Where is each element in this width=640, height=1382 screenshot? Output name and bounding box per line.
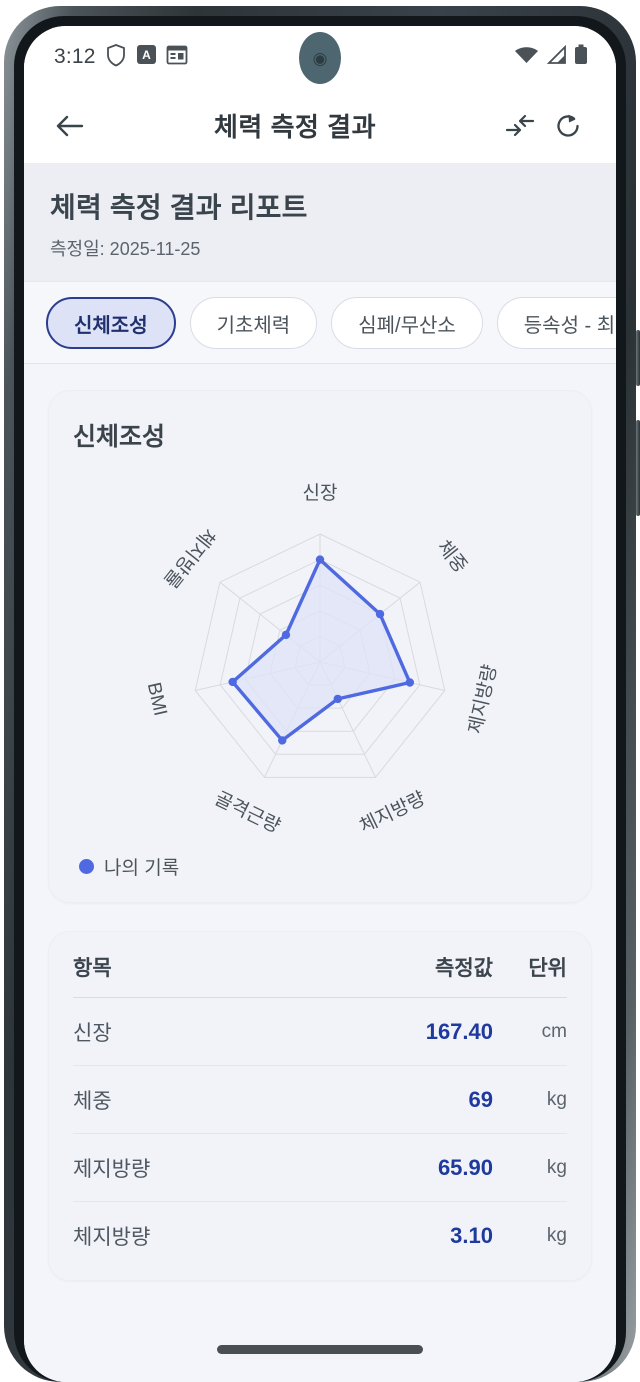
power-button[interactable] — [636, 420, 640, 516]
row-item: 체지방량 — [73, 1226, 151, 1249]
header-value: 측정값 — [435, 956, 493, 980]
wifi-icon — [514, 45, 539, 70]
battery-icon — [574, 44, 588, 70]
back-arrow-icon[interactable] — [46, 102, 94, 150]
radar-axis-label: 체지방률 — [159, 524, 220, 592]
radar-axis-label: 골격근량 — [211, 787, 284, 837]
volume-button[interactable] — [636, 330, 640, 386]
row-unit: kg — [546, 1156, 567, 1178]
legend-color-swatch — [79, 859, 94, 874]
status-bar-right — [514, 44, 588, 70]
cellular-signal-icon — [546, 44, 567, 70]
header-unit: 단위 — [528, 956, 567, 980]
tab-body-composition[interactable]: 신체조성 — [46, 297, 176, 349]
row-value: 65.90 — [437, 1154, 493, 1180]
report-title: 체력 측정 결과 리포트 — [50, 192, 308, 223]
chart-legend: 나의 기록 — [73, 853, 567, 880]
app-bar: 체력 측정 결과 — [24, 88, 616, 164]
tab-basic-fitness[interactable]: 기초체력 — [189, 297, 318, 349]
table-row: 체지방량 3.10 kg — [73, 1202, 567, 1270]
svg-text:A: A — [142, 48, 151, 62]
header-item: 항목 — [73, 956, 112, 980]
refresh-icon[interactable] — [544, 102, 592, 150]
row-unit: kg — [546, 1225, 567, 1246]
row-value: 3.10 — [450, 1223, 493, 1248]
status-time: 3:12 — [54, 45, 96, 68]
row-item: 체중 — [73, 1089, 112, 1113]
category-tabs[interactable]: 신체조성 기초체력 심폐/무산소 등속성 - 최대근 — [24, 281, 616, 364]
chart-title: 신체조성 — [73, 423, 166, 451]
compare-arrows-icon[interactable] — [496, 102, 544, 150]
radar-axis-label: 제지방량 — [464, 663, 501, 736]
table-header-row: 항목 측정값 단위 — [73, 936, 567, 998]
radar-axis-label: 체지방량 — [356, 787, 429, 837]
tab-cardio-anaerobic[interactable]: 심폐/무산소 — [331, 297, 483, 349]
phone-screen: 3:12 A ◉ — [24, 26, 616, 1382]
status-bar: 3:12 A ◉ — [24, 26, 616, 88]
table-row: 제지방량 65.90 kg — [73, 1134, 567, 1202]
scroll-content[interactable]: 신체조성 신장 체중 제지방량 체지방량 골격근량 BMI 체지방률 나의 기록 항목 측정… — [24, 364, 616, 1382]
table-row: 신장 167.40 cm — [73, 998, 567, 1066]
radar-axis-label: BMI — [143, 680, 171, 718]
legend-label: 나의 기록 — [104, 858, 180, 879]
row-item: 제지방량 — [73, 1157, 151, 1181]
row-unit: kg — [546, 1088, 567, 1110]
report-date: 측정일: 2025-11-25 — [50, 239, 201, 259]
radar-axis-label: 신장 — [303, 482, 338, 504]
home-indicator[interactable] — [217, 1345, 423, 1354]
page-title: 체력 측정 결과 — [214, 112, 376, 142]
table-row: 체중 69 kg — [73, 1066, 567, 1134]
row-value: 167.40 — [425, 1018, 493, 1044]
front-camera-cutout: ◉ — [299, 32, 341, 84]
report-header: 체력 측정 결과 리포트 측정일: 2025-11-25 — [24, 164, 616, 281]
radar-axis-label: 체중 — [433, 536, 472, 577]
row-value: 69 — [468, 1086, 493, 1112]
camera-lens-icon: ◉ — [312, 48, 328, 68]
calendar-icon — [166, 44, 188, 71]
tab-isokinetic-max-strength[interactable]: 등속성 - 최대근 — [496, 297, 616, 349]
row-unit: cm — [541, 1020, 567, 1042]
shield-icon — [105, 43, 127, 72]
status-bar-left: 3:12 A — [54, 43, 188, 72]
row-item: 신장 — [73, 1021, 112, 1045]
measurement-table-card: 항목 측정값 단위 신장 167.40 cm 체중 69 kg 제지방량 65.… — [48, 931, 592, 1281]
a-badge-icon: A — [136, 44, 157, 70]
